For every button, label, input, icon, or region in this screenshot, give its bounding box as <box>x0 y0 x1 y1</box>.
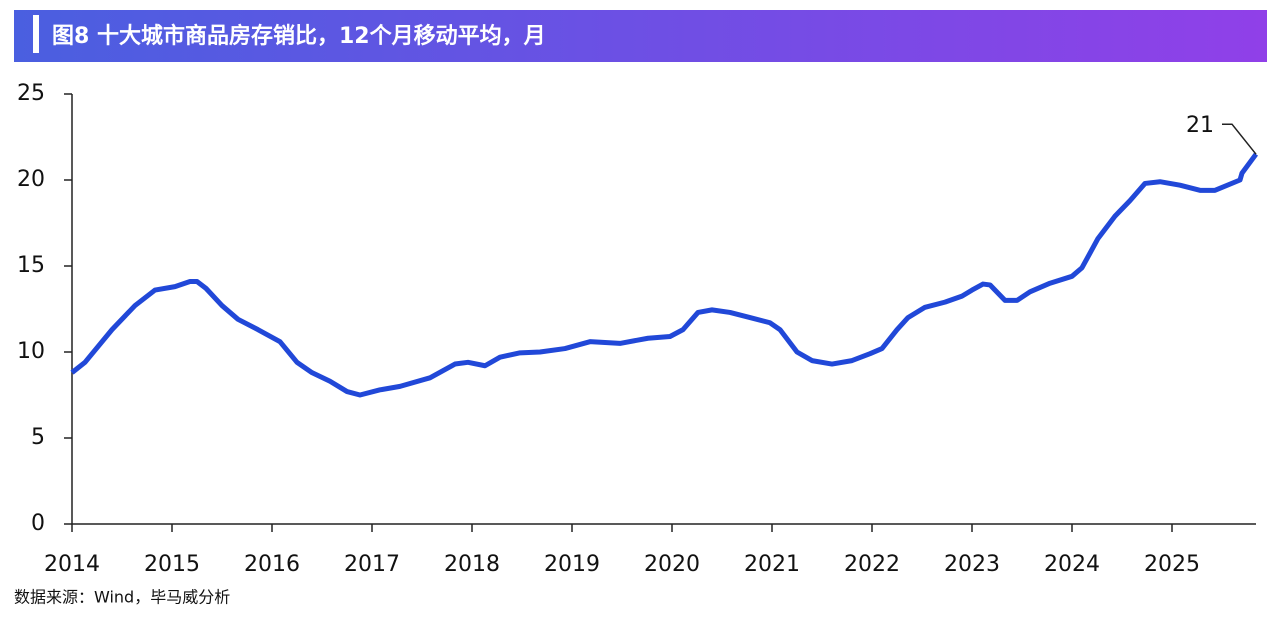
x-tick-label: 2015 <box>144 552 200 577</box>
annotation-leader <box>1222 123 1257 155</box>
chart-title: 图8 十大城市商品房存销比，12个月移动平均，月 <box>52 23 546 49</box>
y-tick-label: 10 <box>17 339 45 364</box>
annotation: 21 <box>1186 113 1214 138</box>
title-banner <box>14 10 1267 62</box>
y-tick-label: 25 <box>17 81 45 106</box>
x-tick-label: 2020 <box>644 552 700 577</box>
x-tick-label: 2018 <box>444 552 500 577</box>
y-tick-label: 20 <box>17 167 45 192</box>
y-tick-label: 5 <box>31 425 45 450</box>
x-tick-label: 2022 <box>844 552 900 577</box>
title-marker <box>33 15 39 53</box>
y-tick-label: 0 <box>31 511 45 536</box>
y-tick-label: 15 <box>17 253 45 278</box>
x-tick-label: 2021 <box>744 552 800 577</box>
x-tick-label: 2023 <box>944 552 1000 577</box>
x-tick-label: 2014 <box>44 552 100 577</box>
source: 数据来源：Wind，毕马威分析 <box>14 588 230 607</box>
x-tick-label: 2024 <box>1044 552 1100 577</box>
line <box>70 152 1259 398</box>
x-tick-label: 2025 <box>1144 552 1200 577</box>
x-tick-label: 2016 <box>244 552 300 577</box>
x-tick-label: 2019 <box>544 552 600 577</box>
x-tick-label: 2017 <box>344 552 400 577</box>
